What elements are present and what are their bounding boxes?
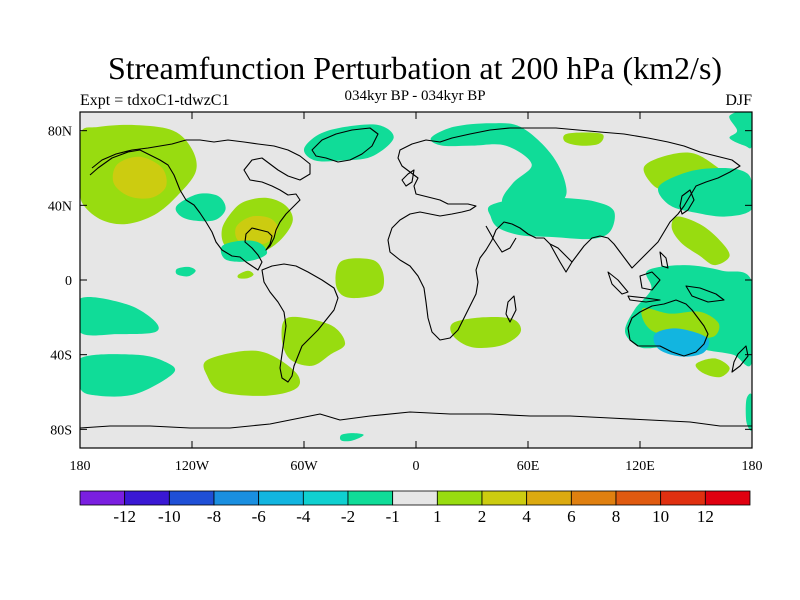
coast-borneo <box>639 271 661 291</box>
coast-madagascar <box>505 295 517 323</box>
colorbar-swatch-6 <box>347 490 394 506</box>
x-tick-label-60e: 60E <box>517 459 540 474</box>
contour-region-neg-21 <box>658 168 752 217</box>
contour-region-neg-5 <box>303 124 394 162</box>
map-title: Streamfunction Perturbation at 200 hPa (… <box>107 50 723 86</box>
coast-japan <box>679 189 695 215</box>
coast-philippines <box>659 251 669 269</box>
colorbar-label: 2 <box>477 507 487 526</box>
colorbar-swatch-11 <box>570 490 617 506</box>
x-tick-label-60w: 60W <box>290 459 318 474</box>
y-tick-label-0: 0 <box>65 274 72 289</box>
contour-region-neg-4 <box>175 193 226 222</box>
colorbar-label: -2 <box>340 507 356 526</box>
contour-region-neg-9 <box>80 297 159 336</box>
colorbar-label: 4 <box>522 507 531 526</box>
colorbar-label: 10 <box>652 507 670 526</box>
y-tick-label-40n: 40N <box>48 199 72 214</box>
colorbar-swatch-8 <box>436 490 483 506</box>
x-tick-label-180: 180 <box>70 459 91 474</box>
x-tick-label-0: 0 <box>413 459 420 474</box>
contour-region-neg-10 <box>80 354 176 397</box>
contour-region-pos-1 <box>112 156 167 199</box>
colorbar-swatch-1 <box>124 490 170 506</box>
coast-india <box>549 243 573 273</box>
coast-south-america <box>261 263 339 383</box>
coast-australia <box>627 299 709 357</box>
contour-region-neg-28 <box>745 393 752 431</box>
contour-region-neg-17 <box>430 123 567 222</box>
contour-region-neg-11 <box>339 433 364 442</box>
colorbar-swatch-10 <box>526 490 572 506</box>
contour-region-pos-12 <box>203 350 301 396</box>
colorbar-label: 6 <box>567 507 576 526</box>
colorbar-label: -8 <box>206 507 222 526</box>
coastlines <box>80 127 752 429</box>
colorbar-label: 1 <box>433 507 442 526</box>
colorbar-swatch-5 <box>302 490 349 506</box>
contour-region-pos-23 <box>671 216 730 266</box>
colorbar-label: 12 <box>696 507 714 526</box>
y-tick-label-80s: 80S <box>50 423 72 438</box>
x-tick-label-120e: 120E <box>625 459 655 474</box>
coast-sumatra <box>607 271 629 295</box>
coast-greenland <box>311 127 379 163</box>
colorbar-label: -6 <box>251 507 266 526</box>
contour-region-pos-15 <box>237 270 254 279</box>
period-label: 034kyr BP - 034kyr BP <box>344 88 486 104</box>
coast-uk <box>401 169 415 187</box>
colorbar-swatch-9 <box>481 490 528 506</box>
coast-arabia <box>485 225 517 253</box>
coast-antarctica <box>80 411 752 429</box>
coast-java <box>627 295 661 303</box>
season-label: DJF <box>725 92 752 109</box>
axis-ticks: 180 120W 60W 0 60E 120E 180 80N 40N 0 40S 80S <box>48 112 763 474</box>
colorbar-swatch-7 <box>392 490 438 506</box>
colorbar-label: -4 <box>296 507 311 526</box>
colorbar-swatch-14 <box>704 490 751 506</box>
x-tick-label-180: 180 <box>742 459 763 474</box>
coast-eurasia-africa <box>387 127 741 341</box>
contour-region-pos-25 <box>641 307 720 338</box>
colorbar-swatch-4 <box>258 490 304 506</box>
colorbar-swatch-0 <box>79 490 126 506</box>
contour-region-pos-16 <box>450 316 522 348</box>
contour-region-neg-7 <box>175 266 196 277</box>
colorbar-swatch-2 <box>168 490 215 506</box>
contour-region-neg-22 <box>729 112 752 149</box>
experiment-label: Expt = tdxoC1-tdwzC1 <box>80 92 230 109</box>
colorbar-label: 8 <box>611 507 621 526</box>
colorbar-label: -10 <box>157 507 181 526</box>
colorbar-label: -12 <box>113 507 136 526</box>
y-tick-label-40s: 40S <box>50 349 72 364</box>
x-tick-label-120w: 120W <box>175 459 210 474</box>
contour-region-pos-13 <box>335 258 385 299</box>
coast-new-guinea <box>685 285 725 303</box>
contour-regions <box>80 112 752 442</box>
contour-region-neg-18 <box>487 197 615 240</box>
colorbar-swatch-12 <box>615 490 662 506</box>
colorbar-swatch-3 <box>213 490 260 506</box>
y-tick-label-80n: 80N <box>48 125 72 140</box>
colorbar <box>79 490 751 506</box>
coast-north-america <box>89 139 311 271</box>
coast-new-zealand <box>731 345 749 373</box>
contour-region-pos-27 <box>695 358 730 378</box>
colorbar-label: -1 <box>385 507 400 526</box>
colorbar-swatch-13 <box>660 490 706 506</box>
contour-region-pos-19 <box>563 132 604 146</box>
contour-region-pos-14 <box>281 316 346 366</box>
